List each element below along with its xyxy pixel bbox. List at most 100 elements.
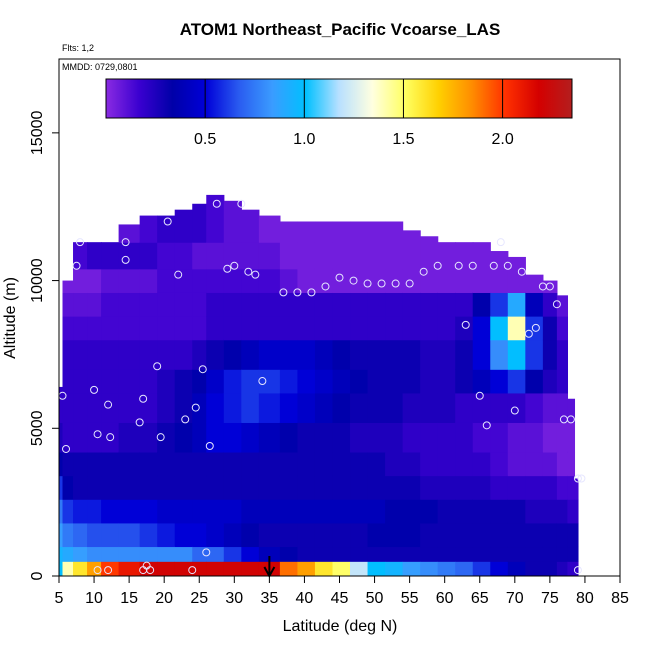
heatmap-cell (73, 451, 88, 477)
heatmap-cell (206, 546, 225, 562)
heatmap-cell (73, 268, 88, 293)
heatmap-cell (490, 339, 509, 370)
sample-point (335, 273, 344, 282)
heatmap-cell (367, 546, 386, 562)
heatmap-cell (350, 475, 369, 500)
heatmap-cell (118, 242, 141, 270)
heatmap-cell (279, 221, 299, 243)
sample-point (104, 566, 113, 575)
sample-point (202, 548, 211, 557)
heatmap-cell (350, 339, 369, 370)
heatmap-cell (87, 268, 102, 293)
heatmap-cell (542, 561, 558, 576)
heatmap-cell (62, 339, 74, 370)
heatmap-cell (139, 215, 158, 243)
sample-point (181, 415, 190, 424)
heatmap-cell (385, 221, 404, 243)
heatmap-cell (118, 546, 141, 562)
heatmap-cell (87, 316, 102, 341)
heatmap-cell (402, 451, 421, 477)
x-tick-label: 25 (190, 590, 208, 607)
heatmap-cell (192, 339, 207, 370)
heatmap-cell (139, 242, 158, 270)
heatmap-cell (314, 242, 334, 270)
heatmap-cell (420, 292, 439, 317)
heatmap-cell (385, 316, 404, 341)
heatmap-cell (455, 369, 474, 394)
heatmap-cell (101, 292, 120, 317)
heatmap-cell (490, 522, 509, 548)
heatmap-cell (157, 242, 176, 270)
heatmap-cell (59, 386, 64, 394)
heatmap-cell (455, 392, 474, 423)
y-axis-label: Altitude (m) (2, 277, 19, 359)
heatmap-cell (367, 499, 386, 524)
heatmap-cell (332, 522, 351, 548)
heatmap-cell (542, 369, 558, 394)
heatmap-cell (455, 242, 474, 270)
heatmap-cell (490, 292, 509, 317)
heatmap-cell (472, 242, 491, 270)
heatmap-cell (367, 451, 386, 477)
heatmap-cell (174, 499, 193, 524)
heatmap-cell (490, 475, 509, 500)
sample-point (510, 406, 519, 415)
heatmap-cell (525, 292, 544, 317)
heatmap-cell (385, 392, 404, 423)
heatmap-cell (258, 369, 281, 394)
heatmap-cell (241, 369, 260, 394)
heatmap-cell (223, 242, 242, 270)
heatmap-cell (206, 316, 225, 341)
heatmap-cell (542, 422, 558, 453)
heatmap-cell (279, 561, 299, 576)
sample-point (121, 255, 130, 264)
heatmap-cell (192, 422, 207, 453)
sample-point (531, 323, 540, 332)
heatmap-cell (420, 268, 439, 293)
heatmap-cell (507, 561, 526, 576)
heatmap-cell (350, 268, 369, 293)
heatmap-cell (62, 522, 74, 548)
heatmap-cell (73, 369, 88, 394)
heatmap-cell (59, 522, 64, 548)
heatmap-cell (542, 499, 558, 524)
heatmap-cell (101, 339, 120, 370)
heatmap-cell (402, 392, 421, 423)
heatmap-cell (472, 522, 491, 548)
heatmap-cell (556, 475, 569, 500)
heatmap-cell (139, 316, 158, 341)
heatmap-cell (118, 499, 141, 524)
sample-point (405, 279, 414, 288)
heatmap-cell (118, 561, 141, 576)
heatmap-cell (279, 292, 299, 317)
heatmap-cell (174, 242, 193, 270)
heatmap-cell (62, 422, 74, 453)
heatmap-cell (574, 478, 579, 500)
heatmap-cell (101, 475, 120, 500)
heatmap-cell (223, 422, 242, 453)
sample-point (349, 276, 358, 285)
sample-point (90, 385, 99, 394)
heatmap-cell (437, 451, 456, 477)
heatmap-cell (525, 499, 544, 524)
heatmap-cell (139, 369, 158, 394)
heatmap-cell (525, 316, 544, 341)
heatmap-cell (542, 316, 558, 341)
heatmap-cell (472, 392, 491, 423)
heatmap-cell (139, 499, 158, 524)
heatmap-cell (455, 561, 474, 576)
heatmap-cell (258, 422, 281, 453)
heatmap-cell (367, 522, 386, 548)
heatmap-cell (350, 499, 369, 524)
heatmap-cell (174, 422, 193, 453)
heatmap-cell (455, 339, 474, 370)
heatmap-cell (314, 522, 334, 548)
heatmap-cell (241, 242, 260, 270)
heatmap-cell (279, 268, 299, 293)
heatmap-cell (420, 316, 439, 341)
heatmap-cell (279, 546, 299, 562)
heatmap-cell (567, 499, 576, 524)
heatmap-cell (332, 499, 351, 524)
sample-point (121, 238, 130, 247)
heatmap-cell (437, 422, 456, 453)
